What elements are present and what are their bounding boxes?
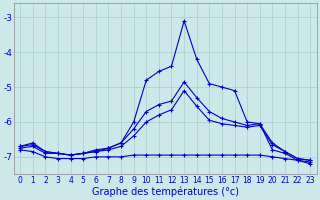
X-axis label: Graphe des températures (°c): Graphe des températures (°c) [92,186,239,197]
